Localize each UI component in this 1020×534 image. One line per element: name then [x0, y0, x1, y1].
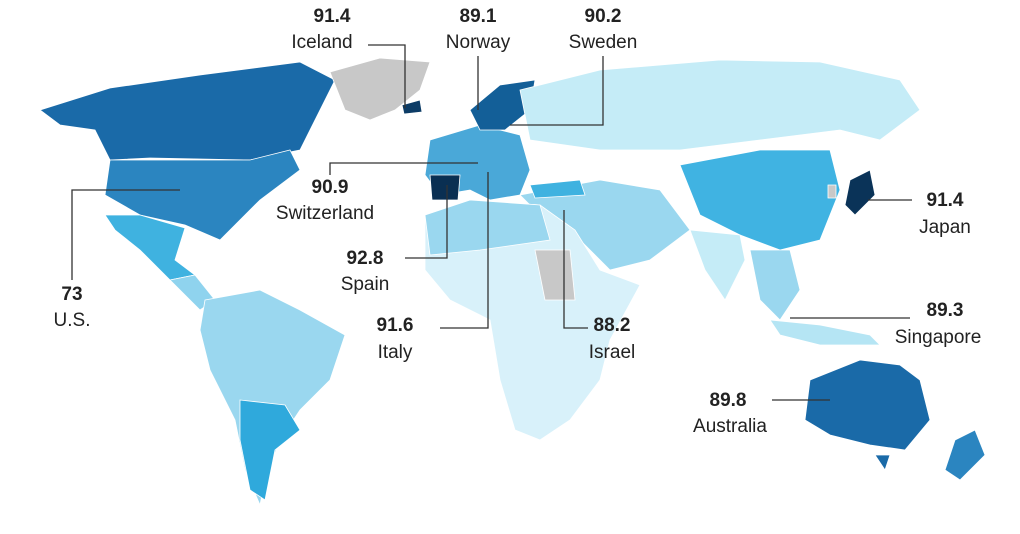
- leader-line: [405, 185, 448, 259]
- new-zealand: [944, 429, 986, 481]
- africa: [424, 199, 641, 441]
- value-label: 89.3: [927, 300, 964, 321]
- turkey: [529, 179, 586, 199]
- leader-line: [510, 56, 604, 126]
- se-asia: [749, 249, 801, 321]
- country-label: Spain: [341, 274, 390, 295]
- value-label: 91.4: [314, 6, 351, 27]
- country-label: Norway: [446, 32, 511, 53]
- indonesia: [769, 319, 881, 346]
- land: [39, 57, 986, 507]
- value-label: 92.8: [347, 248, 384, 269]
- leader-line: [71, 189, 180, 280]
- sudan: [534, 249, 576, 301]
- value-label: 89.1: [460, 6, 497, 27]
- value-label: 89.8: [710, 390, 747, 411]
- china: [679, 149, 841, 251]
- country-label: Italy: [378, 342, 413, 363]
- labels: 91.4 Iceland 89.1 Norway 90.2 Sweden 90.…: [54, 6, 982, 437]
- country-label: Israel: [589, 342, 635, 363]
- leader-lines: [71, 44, 912, 401]
- country-label: Iceland: [291, 32, 352, 53]
- canada: [39, 61, 336, 161]
- country-label: Australia: [693, 416, 767, 437]
- value-label: 91.6: [377, 315, 414, 336]
- tasmania: [874, 454, 891, 471]
- value-label: 90.9: [312, 177, 349, 198]
- country-label: Singapore: [895, 327, 982, 348]
- leader-line: [368, 44, 406, 108]
- south-america: [199, 289, 346, 507]
- leader-line: [329, 162, 478, 175]
- japan: [844, 169, 876, 216]
- usa: [104, 149, 301, 241]
- mexico: [104, 214, 196, 281]
- korea: [827, 184, 837, 199]
- country-label: Japan: [919, 217, 971, 238]
- country-label: Sweden: [569, 32, 638, 53]
- country-label: U.S.: [54, 310, 91, 331]
- australia: [804, 359, 931, 451]
- india: [689, 229, 746, 301]
- spain: [429, 174, 461, 201]
- leader-line: [563, 210, 588, 329]
- russia: [519, 59, 921, 151]
- leader-line: [440, 172, 489, 329]
- value-label: 91.4: [927, 190, 964, 211]
- value-label: 73: [61, 284, 82, 305]
- argentina: [239, 399, 301, 501]
- iceland: [401, 99, 423, 115]
- country-label: Switzerland: [276, 203, 374, 224]
- value-label: 90.2: [585, 6, 622, 27]
- value-label: 88.2: [594, 315, 631, 336]
